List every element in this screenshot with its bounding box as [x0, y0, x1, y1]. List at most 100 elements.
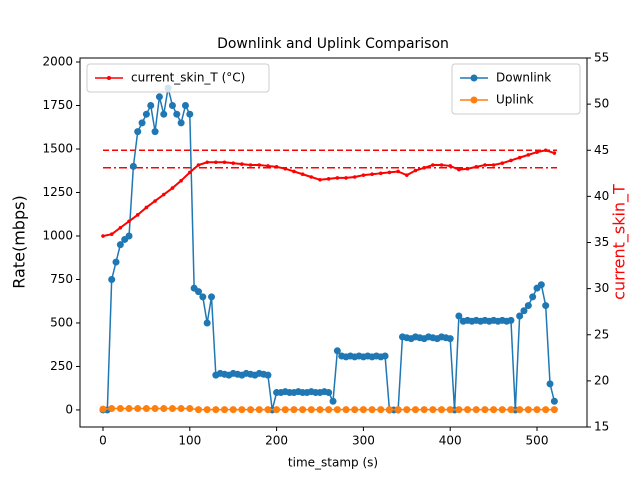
data-point	[177, 119, 185, 127]
data-point	[420, 406, 428, 414]
data-point	[168, 101, 176, 109]
data-point	[431, 163, 435, 167]
data-point	[240, 162, 244, 166]
y2-tick-label: 15	[594, 420, 609, 434]
data-point	[552, 151, 557, 155]
y-tick-label: 1750	[42, 98, 73, 112]
data-point	[507, 316, 515, 324]
data-point	[144, 205, 149, 210]
data-point	[161, 192, 166, 197]
data-point	[151, 128, 159, 136]
data-point	[422, 165, 426, 170]
data-point	[516, 406, 524, 414]
data-point	[264, 371, 272, 379]
plot-area	[99, 84, 558, 414]
data-point	[377, 406, 385, 414]
data-point	[405, 173, 409, 177]
data-point	[194, 406, 202, 414]
data-point	[370, 172, 374, 177]
data-point	[155, 93, 163, 101]
data-point	[439, 163, 444, 167]
data-point	[385, 406, 393, 414]
data-point	[457, 167, 461, 172]
y-tick-label: 0	[65, 402, 73, 416]
data-point	[194, 288, 202, 296]
chart-title: Downlink and Uplink Comparison	[217, 36, 449, 52]
data-point	[318, 177, 322, 182]
data-point	[212, 406, 220, 414]
data-point	[108, 405, 116, 413]
data-point	[455, 406, 463, 414]
data-point	[333, 347, 341, 355]
data-point	[203, 319, 211, 327]
legend-marker	[107, 76, 111, 80]
data-point	[247, 406, 255, 414]
legend-marker	[470, 74, 478, 82]
x-axis-label: time_stamp (s)	[288, 456, 378, 470]
data-point	[387, 170, 392, 175]
data-point	[173, 110, 181, 118]
data-point	[299, 406, 307, 414]
data-point	[517, 155, 522, 160]
y-tick-label: 750	[50, 272, 73, 286]
data-point	[199, 293, 207, 301]
data-point	[221, 406, 229, 414]
data-point	[134, 128, 142, 136]
data-point	[455, 312, 463, 320]
data-point	[535, 150, 539, 154]
data-point	[116, 405, 124, 413]
data-point	[498, 406, 506, 414]
y2-tick-label: 35	[594, 235, 609, 249]
data-point	[446, 406, 454, 414]
data-point	[344, 176, 348, 180]
legend-label: Uplink	[496, 93, 534, 107]
x-tick-label: 0	[99, 434, 107, 448]
data-point	[351, 406, 359, 414]
data-point	[529, 293, 537, 301]
data-point	[333, 406, 341, 414]
data-point	[147, 101, 155, 109]
data-point	[257, 163, 262, 167]
data-point	[127, 219, 131, 224]
data-point	[403, 406, 411, 414]
data-point	[208, 293, 216, 301]
y-tick-label: 250	[50, 359, 73, 373]
data-point	[188, 170, 192, 175]
data-point	[361, 173, 366, 177]
data-point	[300, 172, 305, 177]
y2-tick-label: 20	[594, 373, 609, 387]
data-point	[352, 175, 357, 179]
data-point	[396, 169, 400, 174]
data-point	[281, 406, 289, 414]
data-point	[381, 352, 389, 360]
data-point	[378, 171, 383, 176]
data-point	[125, 232, 133, 240]
x-tick-label: 300	[352, 434, 375, 448]
legend-box	[86, 63, 270, 93]
data-point	[266, 164, 270, 168]
data-point	[108, 275, 116, 283]
data-point	[533, 406, 541, 414]
data-point	[109, 232, 114, 236]
data-point	[481, 406, 489, 414]
data-point	[309, 175, 314, 179]
data-point	[186, 110, 194, 118]
y-tick-label: 500	[50, 315, 73, 329]
data-point	[438, 406, 446, 414]
data-point	[326, 177, 331, 181]
data-point	[325, 389, 333, 397]
data-point	[292, 169, 296, 174]
data-point	[168, 405, 176, 413]
data-point	[368, 406, 376, 414]
data-point	[99, 405, 107, 413]
data-point	[520, 307, 528, 315]
data-point	[542, 406, 550, 414]
data-point	[543, 148, 548, 153]
data-point	[446, 335, 454, 343]
data-point	[134, 405, 142, 413]
data-point	[255, 406, 263, 414]
data-point	[214, 160, 218, 165]
data-point	[181, 101, 189, 109]
data-point	[135, 213, 140, 217]
